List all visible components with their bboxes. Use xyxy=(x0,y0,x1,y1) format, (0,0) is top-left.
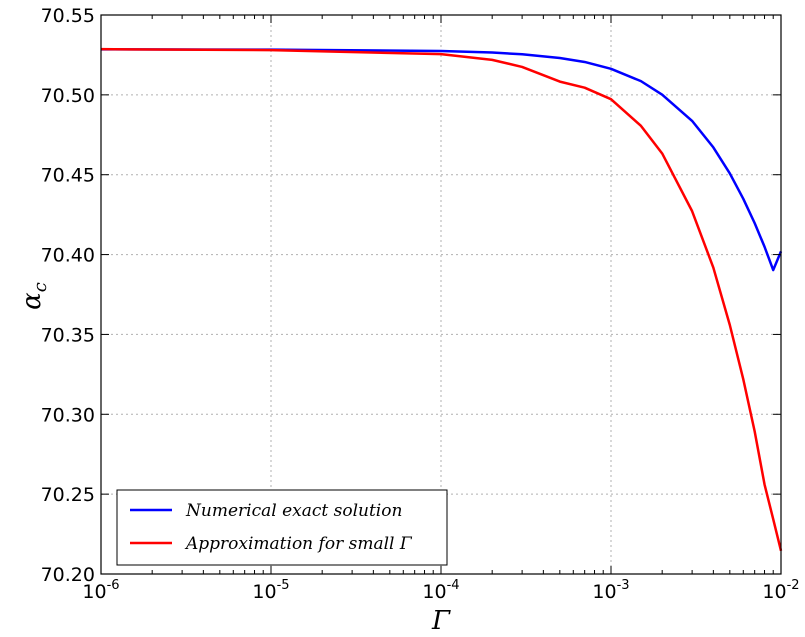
x-tick-base: 10 xyxy=(592,581,616,603)
axis-ticks xyxy=(100,14,782,575)
x-tick-exponent: -3 xyxy=(617,578,630,593)
legend: Numerical exact solution Approximation f… xyxy=(116,489,448,566)
x-tick-base: 10 xyxy=(82,581,106,603)
x-axis-title: Γ xyxy=(431,606,451,636)
x-tick-exponent: -5 xyxy=(277,578,290,593)
x-tick-exponent: -6 xyxy=(107,578,120,593)
x-tick-base: 10 xyxy=(422,581,446,603)
y-tick-label: 70.40 xyxy=(41,245,95,267)
x-tick-exponent: -4 xyxy=(447,578,460,593)
y-tick-label: 70.35 xyxy=(41,324,95,346)
x-tick-label: 10-4 xyxy=(422,578,459,603)
legend-label-approximation: Approximation for small Γ xyxy=(184,534,413,554)
y-axis-title-main: α xyxy=(17,292,47,310)
y-tick-label: 70.20 xyxy=(41,564,95,586)
x-tick-label: 10-3 xyxy=(592,578,629,603)
y-axis-title-subscript: c xyxy=(30,282,51,292)
y-tick-labels: 70.20 70.25 70.30 70.35 70.40 70.45 70.50 70.55 xyxy=(41,5,95,586)
y-tick-label: 70.50 xyxy=(41,85,95,107)
x-tick-label: 10-6 xyxy=(82,578,119,603)
x-tick-label: 10-5 xyxy=(252,578,289,603)
series-line-numerical xyxy=(100,48,783,272)
y-tick-label: 70.45 xyxy=(41,165,95,187)
legend-box xyxy=(116,489,448,566)
y-tick-label: 70.30 xyxy=(41,404,95,426)
x-tick-base: 10 xyxy=(762,581,786,603)
series-line-approximation xyxy=(100,47,783,552)
x-tick-base: 10 xyxy=(252,581,276,603)
x-tick-label: 10-2 xyxy=(762,578,799,603)
legend-label-numerical: Numerical exact solution xyxy=(185,501,402,521)
x-tick-labels: 10-6 10-5 10-4 10-3 10-2 xyxy=(82,578,799,603)
y-axis-title: αc xyxy=(17,282,51,310)
y-tick-label: 70.55 xyxy=(41,5,95,27)
x-tick-exponent: -2 xyxy=(787,578,800,593)
y-tick-label: 70.25 xyxy=(41,484,95,506)
series-lines xyxy=(100,47,783,552)
